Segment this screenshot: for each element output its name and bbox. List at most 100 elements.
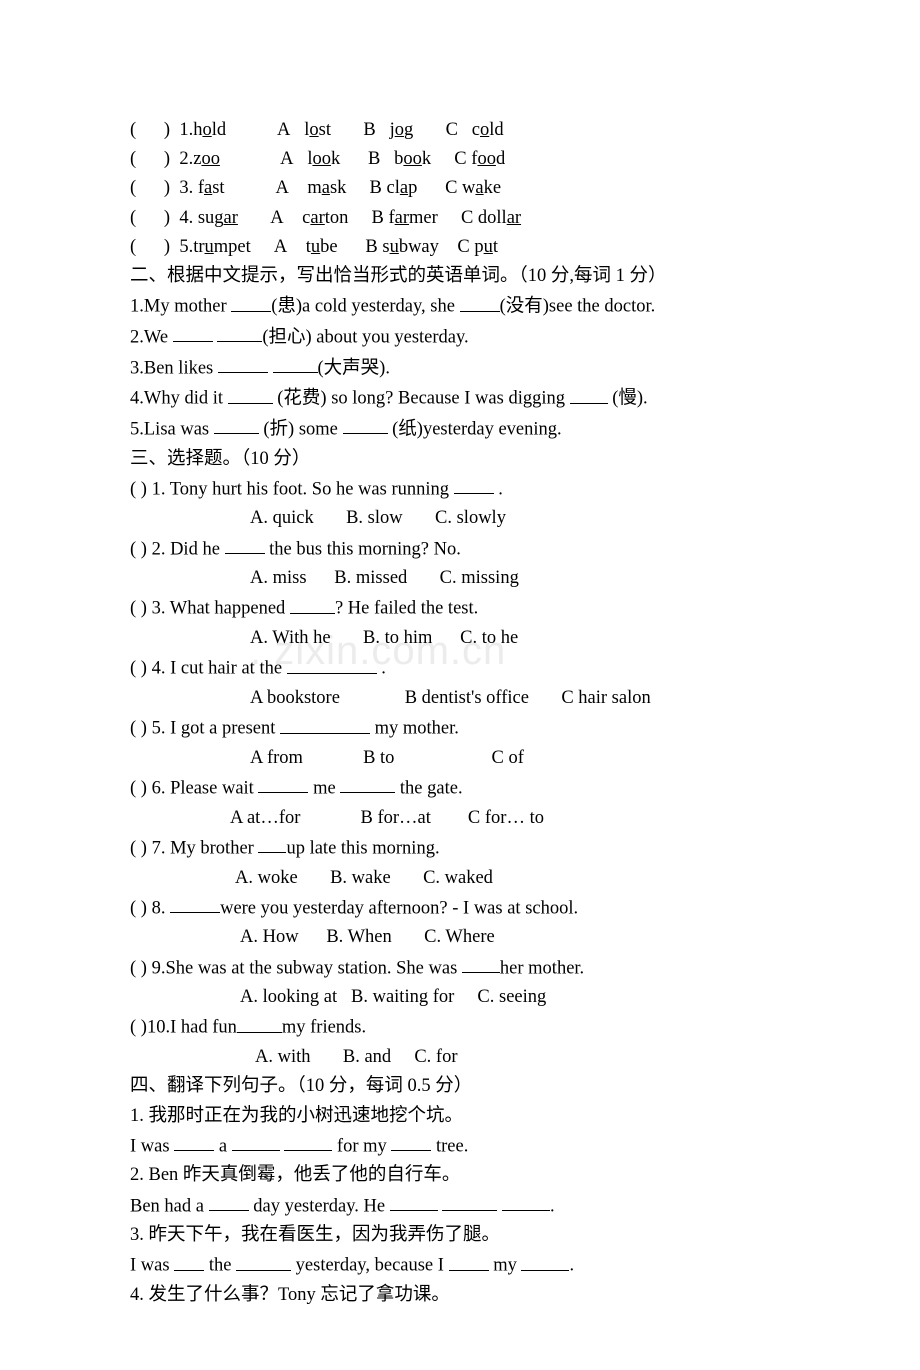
s3-q4: ( ) 4. I cut hair at the . [130,653,790,684]
b-post: bway [399,237,439,257]
a-post: st [319,120,331,140]
s2-q4: 4.Why did it (花费) so long? Because I was… [130,383,790,414]
txt: I was [130,1136,174,1156]
paren-r: ) [164,237,170,257]
blank [284,1131,332,1151]
s3-q6: ( ) 6. Please wait me the gate. [130,773,790,804]
s3-q8-opts: A. How B. When C. Where [130,923,790,952]
blank [231,291,271,311]
txt: ? He failed the test. [335,599,478,619]
w-u: u [205,237,214,257]
txt: a [214,1136,231,1156]
txt: me [308,778,340,798]
txt: my [489,1256,522,1276]
txt: ( ) 8. [130,898,170,918]
a-u: u [311,237,320,257]
blank [217,322,262,342]
blank [237,1012,282,1032]
c-lbl: C [446,120,458,140]
w-u: o [202,120,211,140]
opt-b: B. missed [334,568,407,588]
txt: (担心) about you yesterday. [262,327,468,347]
c-lbl: C [457,237,469,257]
s3-q3-opts: A. With he B. to him C. to he [130,624,790,653]
a-post: be [320,237,337,257]
s4-q2-cn: 2. Ben 昨天真倒霉，他丢了他的自行车。 [130,1161,790,1190]
c-pre: c [472,120,480,140]
txt: 1.My mother [130,297,231,317]
b-lbl: B [372,208,384,228]
blank [391,1131,431,1151]
c-lbl: C [445,178,457,198]
opt-c: C. waked [423,868,493,888]
blank [258,773,308,793]
b-pre: cl [386,178,399,198]
s3-q4-opts: A bookstore B dentist's office C hair sa… [130,684,790,713]
txt: (慢). [608,389,648,409]
blank [273,353,318,373]
s2-q2: 2.We (担心) about you yesterday. [130,322,790,353]
blank [209,1191,249,1211]
s1-q1: ( ) 1.hold A lost B jog C cold [130,116,790,145]
s2-q3: 3.Ben likes (大声哭). [130,353,790,384]
blank [258,833,286,853]
s4-q3-cn: 3. 昨天下午，我在看医生，因为我弄伤了腿。 [130,1221,790,1250]
paren-r: ) [164,120,170,140]
paren-l: ( [130,178,136,198]
s3-q2-opts: A. miss B. missed C. missing [130,564,790,593]
opt-a: A. with [255,1047,311,1067]
opt-a: A. looking at [240,987,337,1007]
s3-q7: ( ) 7. My brother up late this morning. [130,833,790,864]
c-u: u [484,237,493,257]
txt: the [204,1256,236,1276]
a-post: ton [325,208,349,228]
s4-q2-en: Ben had a day yesterday. He . [130,1191,790,1222]
s3-q2: ( ) 2. Did he the bus this morning? No. [130,534,790,565]
c-u: o [480,120,489,140]
document-body: ( ) 1.hold A lost B jog C cold ( ) 2.zoo… [130,116,790,1310]
blank [218,353,268,373]
w-pre: tr [193,237,204,257]
b-u: u [390,237,399,257]
txt: Ben had a [130,1196,209,1216]
w-post: mpet [214,237,251,257]
blank [570,383,608,403]
s1-q2: ( ) 2.zoo A look B book C food [130,145,790,174]
c-pre: p [474,237,483,257]
txt: I was [130,1256,174,1276]
opt-c: C of [492,748,524,768]
c-post: d [496,149,505,169]
b-post: p [408,178,417,198]
txt: my mother. [370,719,459,739]
opt-b: B. to him [363,628,432,648]
a-lbl: A [280,149,293,169]
txt: . [377,659,386,679]
w-u: a [204,178,212,198]
sec3-heading: 三、选择题。（10 分） [130,445,790,474]
s2-q1: 1.My mother (患)a cold yesterday, she (没有… [130,291,790,322]
c-pre: doll [478,208,507,228]
qnum: 1. [179,120,193,140]
blank [228,383,273,403]
blank [170,893,220,913]
b-u: a [400,178,408,198]
txt: (大声哭). [318,358,390,378]
txt: the gate. [395,778,462,798]
a-post: k [331,149,340,169]
txt: . [494,479,503,499]
blank [174,1250,204,1270]
blank [280,713,370,733]
blank [390,1191,438,1211]
txt: my friends. [282,1018,366,1038]
blank [343,414,388,434]
paren-r: ) [164,149,170,169]
b-u: oo [403,149,422,169]
txt: yesterday, because I [291,1256,449,1276]
opt-a: A at…for [230,808,300,828]
s4-q1-en: I was a for my tree. [130,1131,790,1162]
b-u: o [395,120,404,140]
txt: day yesterday. He [249,1196,390,1216]
txt: tree. [431,1136,468,1156]
txt: . [550,1196,555,1216]
sec4-heading: 四、翻译下列句子。（10 分，每词 0.5 分） [130,1072,790,1101]
